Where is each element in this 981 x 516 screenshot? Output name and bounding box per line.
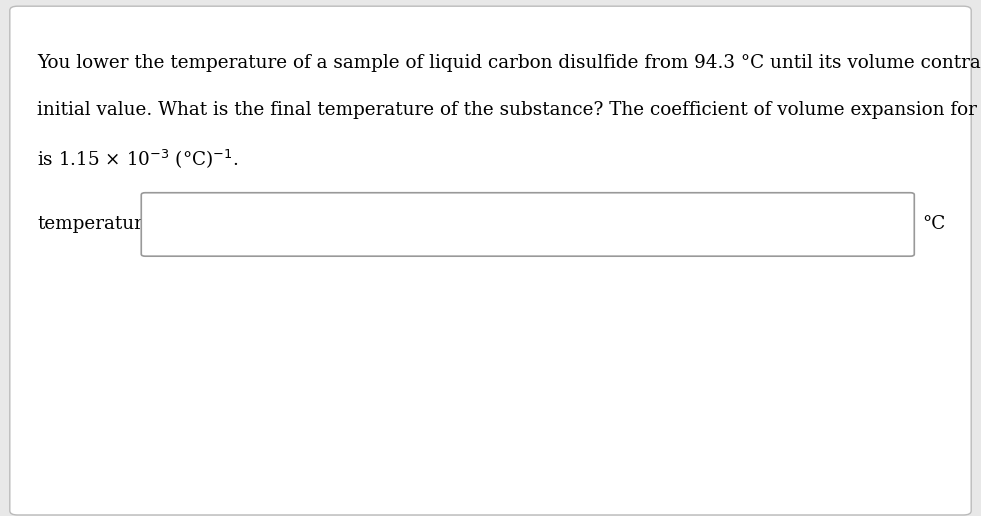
- Text: °C: °C: [922, 216, 946, 233]
- Text: is 1.15 × 10$^{-3}$ (°C)$^{-1}$.: is 1.15 × 10$^{-3}$ (°C)$^{-1}$.: [37, 147, 238, 170]
- FancyBboxPatch shape: [10, 6, 971, 515]
- FancyBboxPatch shape: [141, 193, 914, 256]
- Text: You lower the temperature of a sample of liquid carbon disulfide from 94.3 °C un: You lower the temperature of a sample of…: [37, 54, 981, 72]
- Text: initial value. What is the final temperature of the substance? The coefficient o: initial value. What is the final tempera…: [37, 101, 981, 119]
- Text: temperature:: temperature:: [37, 216, 160, 233]
